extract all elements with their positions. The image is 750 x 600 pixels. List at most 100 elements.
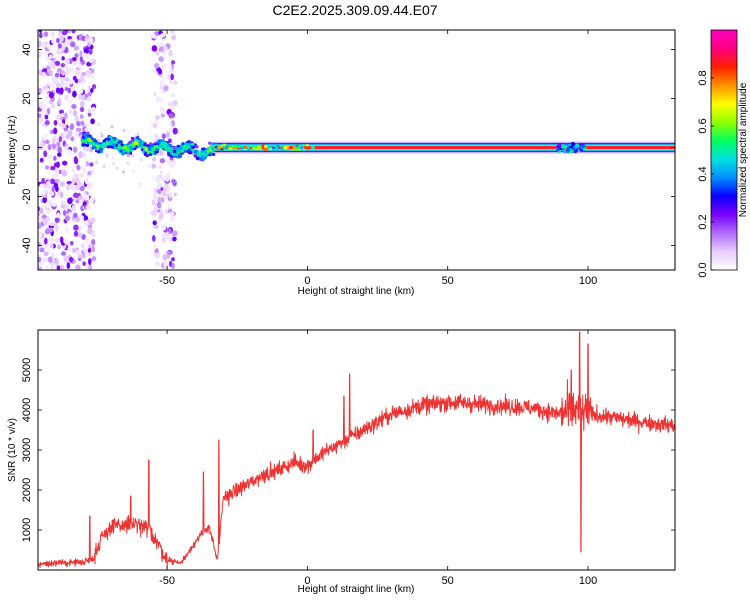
spectrogram-cell [47, 144, 52, 151]
spectrogram-cell [556, 148, 560, 152]
spectrogram-cell [78, 94, 83, 100]
spectrogram-cell [168, 228, 172, 235]
spectrogram-cell [59, 264, 64, 270]
spectrogram-cell [54, 170, 60, 178]
spectrogram-cell [86, 131, 90, 135]
spectrogram-cell [132, 142, 136, 146]
spectrogram-cell [38, 51, 42, 58]
spectrogram-cell [161, 236, 166, 243]
spectrogram-cell [60, 200, 66, 206]
spectrogram-cell [98, 144, 102, 148]
spectrogram-cell [45, 265, 49, 270]
spectrogram-cell [91, 146, 96, 150]
spectrogram-cell [167, 152, 171, 156]
spectrogram-cell [562, 149, 567, 153]
spectrogram-cell [59, 181, 66, 187]
spectrogram-cell [158, 97, 164, 103]
snr-x-tick-label: 50 [442, 575, 454, 587]
spectrogram-cell [75, 127, 82, 132]
spectrogram-cell [151, 199, 155, 206]
spectrogram-cell [50, 262, 54, 270]
spectrogram-cell [289, 145, 294, 150]
spectrogram-cell [74, 173, 79, 178]
spectrogram-cell [91, 84, 97, 90]
spectrogram-cell [173, 80, 178, 86]
snr-x-label: Height of straight line (km) [298, 584, 415, 595]
spectrogram-cell [157, 42, 164, 48]
spectrogram-cell [158, 165, 162, 169]
spectrogram-cell [174, 155, 179, 159]
spectrogram-cell [257, 146, 262, 150]
spectrogram-cell [77, 195, 84, 200]
spectrogram-cell [89, 87, 94, 93]
spectrogram-cell [79, 89, 84, 94]
spectrogram-cell [86, 61, 91, 67]
spectrogram-cell [195, 156, 200, 160]
spectrogram-cell [54, 178, 60, 184]
spectrogram-cell [119, 140, 123, 144]
spectrogram-cell [153, 119, 159, 126]
spectrogram-cell [171, 60, 176, 65]
spectrogram-cell [152, 220, 157, 226]
spectrogram-cell [51, 137, 58, 142]
spectrogram-cell [38, 117, 43, 124]
spectrogram-cell [59, 76, 65, 83]
spectrogram-cell [125, 148, 130, 152]
spectrogram-cell [58, 109, 65, 115]
spectrogram-cell [283, 146, 288, 150]
spectrogram-cell [47, 60, 52, 67]
spectrogram-y-tick-label: 0 [21, 144, 33, 150]
spectrogram-cell [152, 68, 157, 74]
spectrogram-cell [75, 199, 80, 204]
spectrogram-cell [55, 161, 60, 168]
spectrogram-cell [166, 132, 171, 138]
spectrogram-cell [82, 146, 88, 151]
spectrogram-cell [271, 146, 276, 150]
spectrogram-cell [73, 157, 79, 165]
spectrogram-cell [44, 257, 50, 262]
spectrogram-cell [306, 146, 311, 150]
spectrogram-cell [71, 204, 76, 212]
spectrogram-cell [57, 98, 61, 105]
spectrogram-heatmap [38, 30, 675, 270]
spectrogram-cell [566, 147, 571, 152]
spectrogram-cell [166, 250, 172, 255]
spectrogram-cell [45, 139, 50, 144]
spectrogram-cell [233, 145, 238, 149]
spectrogram-y-label: Frequency (Hz) [7, 116, 18, 185]
colorbar-tick-label: 0.0 [697, 262, 709, 277]
spectrogram-cell [51, 39, 56, 44]
spectrogram-cell [57, 189, 61, 197]
spectrogram-cell [157, 182, 163, 188]
spectrogram-cell [228, 147, 233, 151]
colorbar: 0.0 0.2 0.4 0.6 0.8 Normalized spectral ampl… [697, 29, 749, 278]
spectrogram-cell [189, 151, 193, 155]
spectrogram-cell [143, 152, 148, 156]
snr-panel: -50 0 50 100 1000 2000 3000 4000 5000 Height of… [7, 329, 676, 595]
spectrogram-cell [43, 68, 48, 73]
spectrogram-cell [96, 138, 100, 143]
spectrogram-cell [158, 134, 162, 139]
spectrogram-cell [48, 54, 53, 60]
spectrogram-cell [59, 87, 64, 95]
spectrogram-y-tick-label: -20 [21, 189, 33, 205]
spectrogram-cell [168, 191, 173, 199]
spectrogram-cell [154, 252, 160, 259]
spectrogram-cell [38, 232, 43, 239]
spectrogram-cell [190, 145, 195, 149]
spectrogram-cell [72, 146, 78, 153]
spectrogram-cell [166, 145, 170, 149]
spectrogram-cell [82, 192, 87, 197]
spectrogram-cell [126, 153, 130, 157]
spectrogram-cell [186, 143, 191, 147]
spectrogram-cell [48, 237, 54, 244]
snr-y-tick-label: 1000 [21, 518, 33, 542]
spectrogram-cell [85, 69, 92, 75]
spectrogram-cell [46, 42, 50, 49]
spectrogram-cell [571, 147, 576, 151]
spectrogram-cell [49, 227, 54, 233]
spectrogram-cell [68, 256, 74, 263]
spectrogram-cell [173, 192, 177, 197]
spectrogram-cell [198, 157, 203, 161]
